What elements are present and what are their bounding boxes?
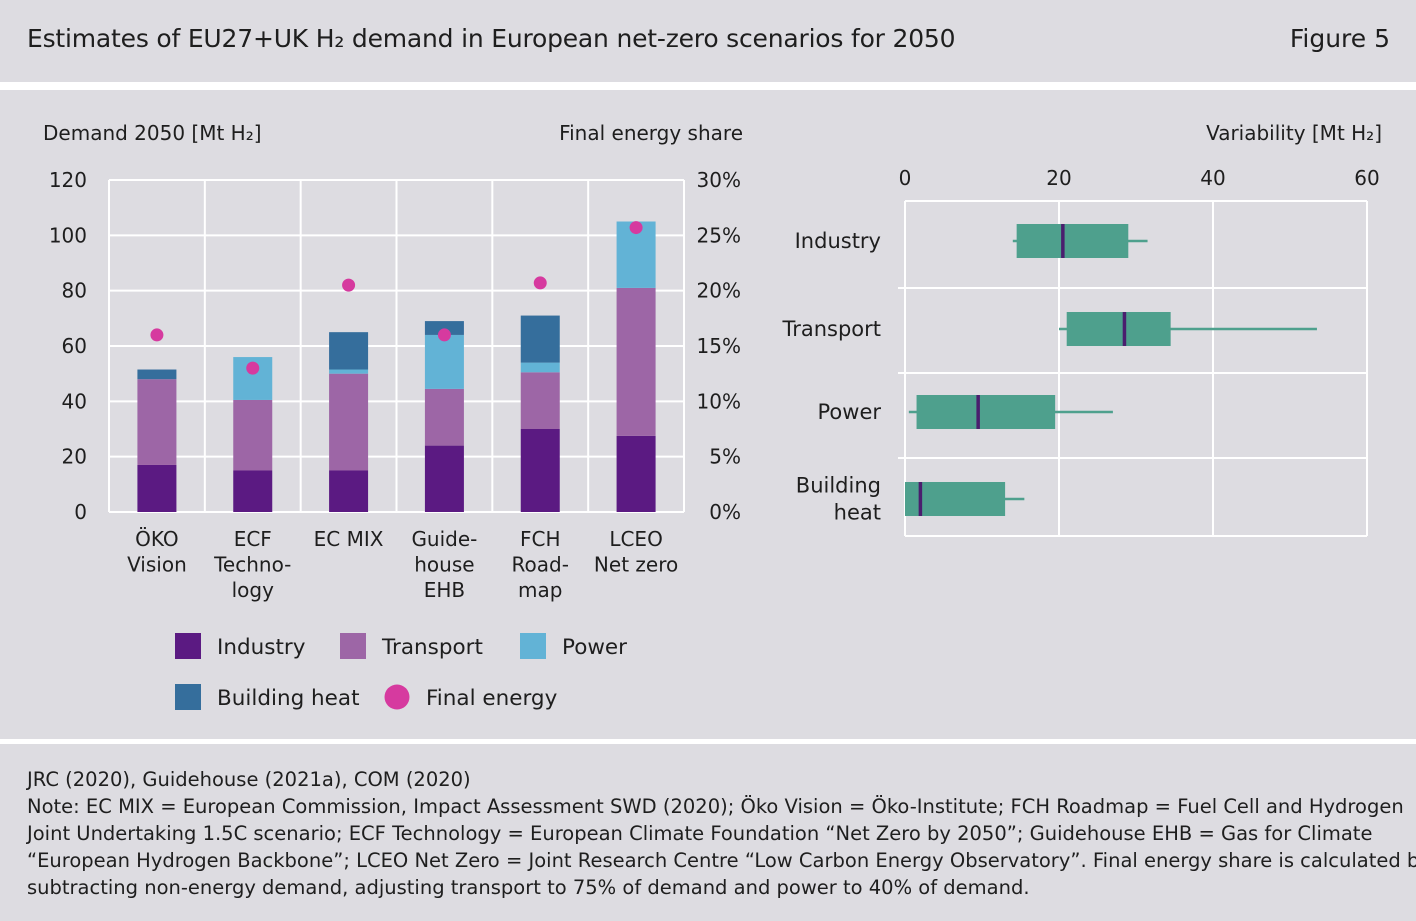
legend-label: Industry — [217, 635, 306, 660]
legend-swatch-industry — [175, 633, 201, 659]
row-label: Power — [818, 400, 882, 424]
bar-building-heat — [520, 315, 560, 363]
category-label: Techno- — [213, 553, 291, 577]
category-label: house — [414, 553, 474, 577]
category-label: map — [518, 578, 562, 602]
legend-swatch-final-energy — [384, 684, 410, 710]
final-energy-dot — [533, 276, 547, 290]
footer-panel: JRC (2020), Guidehouse (2021a), COM (202… — [0, 744, 1416, 921]
bar-building-heat — [329, 332, 369, 370]
bar-industry — [424, 445, 464, 512]
y-tick-label: 40 — [62, 389, 87, 413]
row-label: Transport — [781, 317, 881, 341]
y2-tick-label: 5% — [709, 445, 741, 469]
x-tick-label: 60 — [1354, 166, 1379, 190]
bar-transport — [616, 287, 656, 436]
chart-canvas: Demand 2050 [Mt H₂] Final energy share 0 0%… — [43, 121, 1382, 711]
category-label: Vision — [127, 553, 187, 577]
bar-power — [424, 334, 464, 389]
bar-power — [520, 362, 560, 373]
y-tick-label: 20 — [62, 445, 87, 469]
row-label: Building — [796, 474, 881, 498]
category-label: FCH — [520, 527, 561, 551]
y-tick-label: 120 — [49, 168, 87, 192]
y-tick-label: 100 — [49, 223, 87, 247]
box-industry — [1016, 224, 1129, 258]
y-axis-title: Demand 2050 [Mt H₂] — [43, 121, 262, 145]
x-tick-label: 0 — [899, 166, 912, 190]
category-label: EHB — [424, 578, 465, 602]
source-line: JRC (2020), Guidehouse (2021a), COM (202… — [27, 768, 471, 791]
legend-label: Transport — [381, 635, 483, 660]
box-transport — [1066, 312, 1171, 346]
bar-transport — [520, 372, 560, 429]
category-label: ÖKO — [135, 527, 179, 551]
source-notes: JRC (2020), Guidehouse (2021a), COM (202… — [27, 766, 1416, 901]
bar-transport — [424, 388, 464, 446]
y2-tick-label: 0% — [709, 500, 741, 524]
y2-tick-label: 25% — [697, 223, 741, 247]
box-power — [916, 395, 1056, 429]
x-tick-label: 40 — [1200, 166, 1225, 190]
legend-swatch-transport — [340, 633, 366, 659]
row-label: heat — [834, 501, 881, 525]
final-energy-dot — [629, 221, 643, 235]
bar-building-heat — [424, 321, 464, 335]
category-label: ECF — [234, 527, 272, 551]
legend-label: Power — [562, 635, 627, 660]
bar-transport — [329, 373, 369, 471]
bar-industry — [520, 429, 560, 512]
x-axis-title: Variability [Mt H₂] — [1206, 121, 1382, 145]
note-line: “European Hydrogen Backbone”; LCEO Net Z… — [27, 849, 1416, 872]
note-line: subtracting non-energy demand, adjusting… — [27, 876, 1030, 899]
note-line: Joint Undertaking 1.5C scenario; ECF Tec… — [27, 822, 1373, 845]
y2-tick-label: 20% — [697, 279, 741, 303]
category-label: EC MIX — [314, 527, 384, 551]
header-panel: Estimates of EU27+UK H₂ demand in Europe… — [0, 0, 1416, 82]
category-label: Net zero — [594, 553, 678, 577]
y2-axis-title: Final energy share — [559, 121, 743, 145]
category-label: Guide- — [411, 527, 477, 551]
y2-tick-label: 30% — [697, 168, 741, 192]
row-label: Industry — [795, 229, 881, 253]
bar-industry — [616, 435, 656, 512]
bar-power — [329, 369, 369, 374]
final-energy-dot — [437, 328, 451, 342]
x-tick-label: 20 — [1046, 166, 1071, 190]
legend-swatch-power — [520, 633, 546, 659]
bar-industry — [329, 470, 369, 512]
chart-panel: Demand 2050 [Mt H₂] Final energy share 0 0%… — [0, 90, 1416, 739]
chart-title: Estimates of EU27+UK H₂ demand in Europe… — [27, 24, 956, 53]
bar-industry — [233, 470, 273, 512]
final-energy-dot — [150, 328, 164, 342]
figure-label: Figure 5 — [1289, 24, 1390, 53]
y-tick-label: 0 — [74, 500, 87, 524]
bar-building-heat — [137, 369, 177, 380]
category-label: Road- — [512, 553, 569, 577]
category-label: logy — [232, 578, 274, 602]
y2-tick-label: 10% — [697, 389, 741, 413]
final-energy-dot — [342, 278, 356, 292]
bar-industry — [137, 464, 177, 512]
final-energy-dot — [246, 361, 260, 375]
legend-label: Final energy — [426, 686, 558, 711]
bar-transport — [233, 399, 273, 471]
note-line: Note: EC MIX = European Commission, Impa… — [27, 795, 1404, 818]
y-tick-label: 60 — [62, 334, 87, 358]
y2-tick-label: 15% — [697, 334, 741, 358]
bar-transport — [137, 379, 177, 465]
category-label: LCEO — [609, 527, 663, 551]
legend-label: Building heat — [217, 686, 360, 711]
y-tick-label: 80 — [62, 279, 87, 303]
legend-swatch-building-heat — [175, 684, 201, 710]
